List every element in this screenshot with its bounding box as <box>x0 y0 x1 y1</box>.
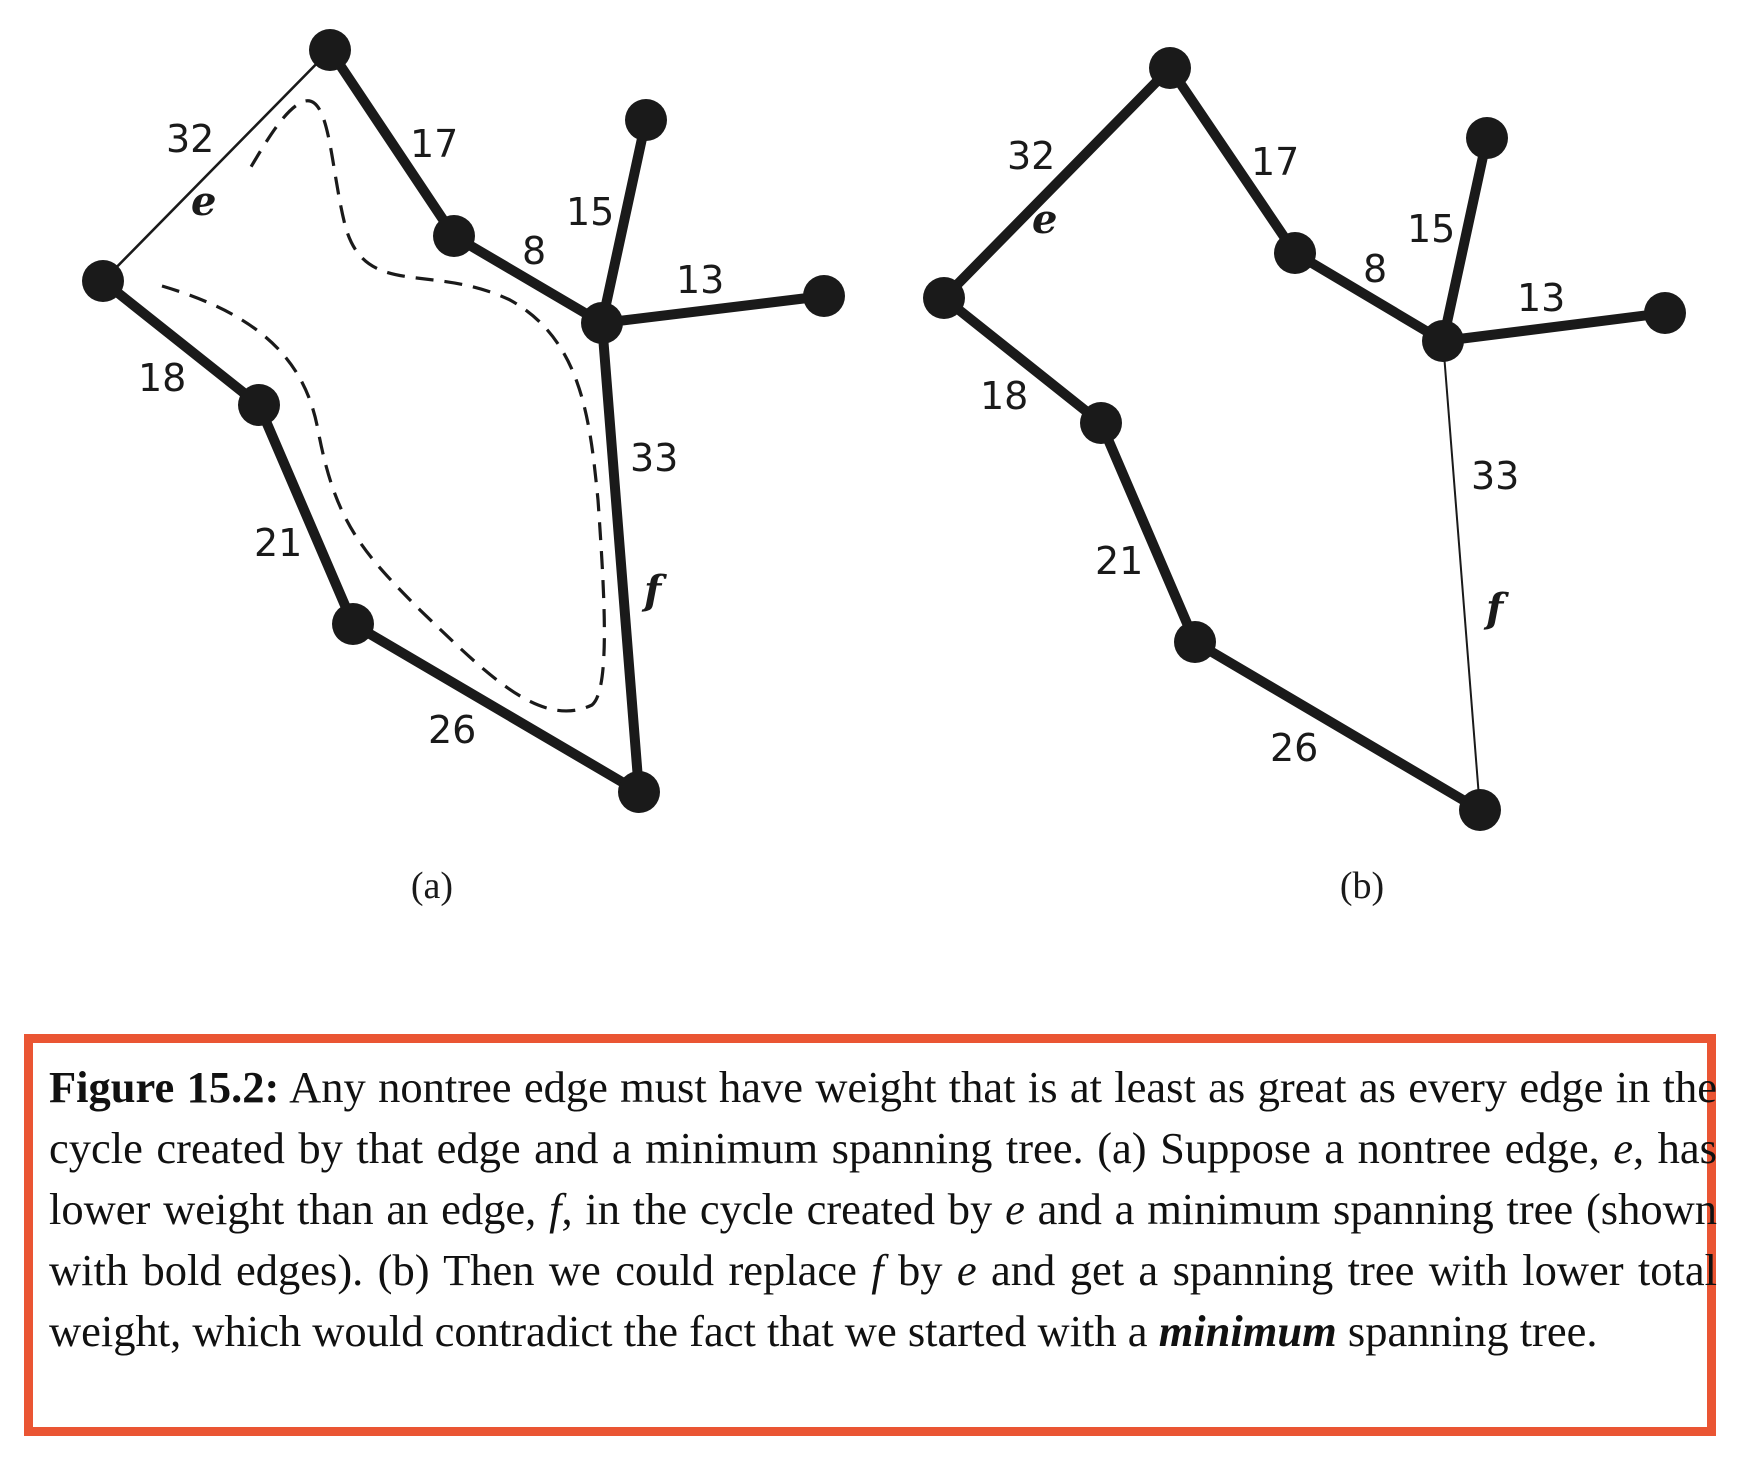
weight-label-8: 8 <box>1363 247 1387 291</box>
node <box>1274 232 1316 274</box>
weight-label-26: 26 <box>428 708 476 752</box>
weight-label-13: 13 <box>1517 276 1565 320</box>
node <box>238 384 280 426</box>
edge-name-f: f <box>641 567 667 614</box>
node <box>581 302 623 344</box>
node <box>1466 117 1508 159</box>
edge-21 <box>1096 418 1200 647</box>
caption-part: spanning tree. <box>1336 1306 1598 1356</box>
caption-part: and get a spanning tree with lower total… <box>49 1245 1717 1356</box>
node <box>82 260 124 302</box>
caption-part: and a minimum spanning tree (shown with … <box>49 1184 1717 1295</box>
edge-21 <box>254 400 358 629</box>
edge-13 <box>1438 308 1670 346</box>
edge-name-e: e <box>1032 196 1057 243</box>
weight-label-f: 33 <box>630 436 678 480</box>
edge-18 <box>98 276 264 410</box>
caption-text: Figure 15.2: Any nontree edge must have … <box>49 1057 1717 1362</box>
node <box>1080 402 1122 444</box>
panel-b: 32 17 8 15 13 33 18 21 26 e f (b) <box>923 47 1686 907</box>
caption-part: , in the cycle created by <box>561 1184 1006 1234</box>
weight-label-e: 32 <box>166 117 214 161</box>
edge-26 <box>348 619 644 797</box>
weight-label-15: 15 <box>566 190 614 234</box>
caption-var-e: e <box>956 1245 977 1295</box>
node <box>309 29 351 71</box>
edge-15 <box>597 115 651 328</box>
edge-17 <box>325 45 459 241</box>
weight-label-15: 15 <box>1407 207 1455 251</box>
caption-var-e: e <box>1005 1184 1025 1234</box>
edge-e <box>101 48 332 283</box>
node <box>1644 292 1686 334</box>
caption-part: by <box>883 1245 957 1295</box>
node <box>803 275 845 317</box>
figure: 32 17 8 15 13 33 18 21 26 e f (a) <box>82 29 1686 907</box>
edge-15 <box>1438 133 1492 346</box>
node <box>1422 320 1464 362</box>
weight-label-17: 17 <box>1251 140 1299 184</box>
node <box>618 771 660 813</box>
edge-f <box>597 318 644 797</box>
edge-17 <box>1165 63 1300 258</box>
edge-name-f: f <box>1483 585 1509 632</box>
edge-8 <box>449 231 607 328</box>
panel-label-a: (a) <box>411 865 453 907</box>
node <box>1149 47 1191 89</box>
node <box>1174 621 1216 663</box>
weight-label-21: 21 <box>1095 539 1143 583</box>
edge-8 <box>1290 248 1448 346</box>
weight-label-17: 17 <box>410 122 458 166</box>
weight-label-26: 26 <box>1270 726 1318 770</box>
cycle-path <box>161 99 606 713</box>
weight-label-18: 18 <box>980 374 1028 418</box>
node <box>625 99 667 141</box>
edge-26 <box>1190 637 1485 815</box>
node <box>923 277 965 319</box>
weight-label-13: 13 <box>676 258 724 302</box>
node <box>332 603 374 645</box>
caption-emphasis: minimum <box>1158 1306 1337 1356</box>
caption-var-f: f <box>871 1245 884 1295</box>
node <box>1459 789 1501 831</box>
edge-name-e: e <box>191 178 216 225</box>
panel-a: 32 17 8 15 13 33 18 21 26 e f (a) <box>82 29 845 907</box>
panel-label-b: (b) <box>1340 865 1384 907</box>
node <box>433 215 475 257</box>
caption-part: Any nontree edge must have weight that i… <box>49 1062 1717 1173</box>
edge-f <box>1442 340 1481 811</box>
caption-lead: Figure 15.2: <box>49 1062 280 1112</box>
edge-13 <box>597 291 829 328</box>
weight-label-21: 21 <box>254 521 302 565</box>
weight-label-18: 18 <box>138 356 186 400</box>
weight-label-8: 8 <box>522 229 546 273</box>
caption-part: , has lower weight than an edge, <box>49 1123 1717 1234</box>
caption-var-f: f <box>549 1184 562 1234</box>
weight-label-f: 33 <box>1471 454 1519 498</box>
caption-box: Figure 15.2: Any nontree edge must have … <box>24 1034 1717 1436</box>
weight-label-e: 32 <box>1007 134 1055 178</box>
edge-e <box>939 63 1175 303</box>
edge-18 <box>939 293 1106 428</box>
caption-var-e: e <box>1613 1123 1634 1173</box>
